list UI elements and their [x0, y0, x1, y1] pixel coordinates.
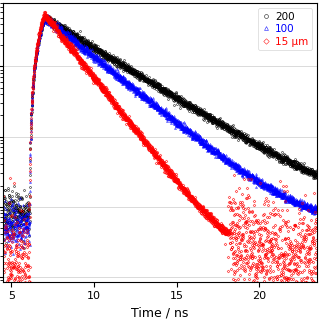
15 μm	[37, 34, 41, 38]
200	[37, 37, 41, 41]
200	[1, 223, 5, 227]
100	[37, 38, 41, 42]
Line: 100: 100	[2, 14, 318, 255]
100	[56, 25, 60, 28]
15 μm	[309, 276, 313, 279]
Legend: 200, 100, 15 μm: 200, 100, 15 μm	[258, 8, 312, 50]
200	[309, 172, 313, 176]
15 μm	[315, 225, 319, 229]
X-axis label: Time / ns: Time / ns	[131, 307, 189, 320]
200	[56, 25, 60, 29]
100	[122, 80, 125, 84]
15 μm	[122, 114, 125, 118]
15 μm	[1, 248, 5, 252]
15 μm	[275, 259, 279, 263]
200	[43, 12, 47, 16]
15 μm	[56, 29, 60, 33]
200	[122, 63, 125, 67]
100	[135, 87, 139, 91]
200	[275, 152, 279, 156]
100	[11, 252, 15, 256]
200	[135, 73, 139, 77]
Line: 200: 200	[2, 13, 318, 249]
15 μm	[43, 10, 47, 14]
200	[22, 246, 26, 250]
100	[46, 13, 50, 17]
15 μm	[135, 130, 139, 134]
Line: 15 μm: 15 μm	[2, 11, 318, 320]
200	[315, 176, 319, 180]
100	[315, 208, 319, 212]
100	[309, 203, 313, 206]
100	[1, 231, 5, 235]
100	[275, 190, 279, 194]
